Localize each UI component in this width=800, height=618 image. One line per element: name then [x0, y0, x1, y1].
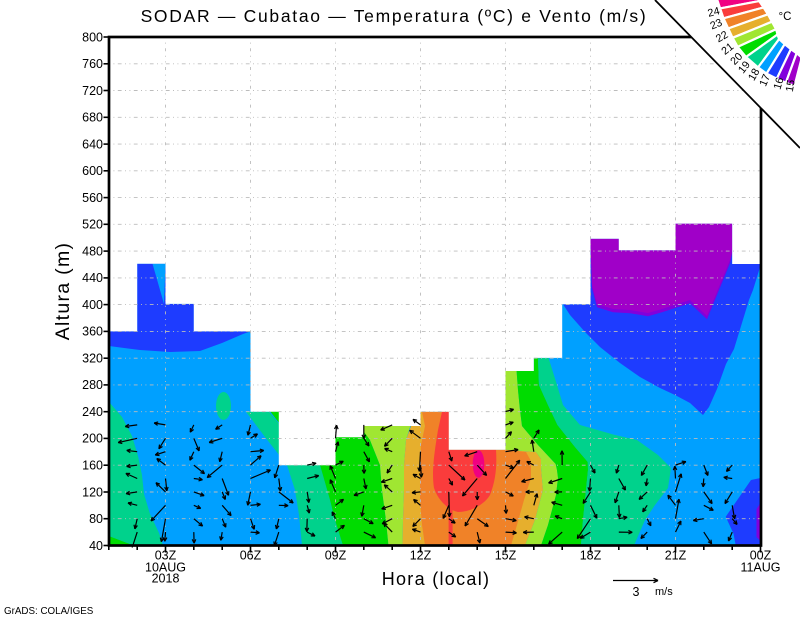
- svg-text:m/s: m/s: [655, 586, 673, 598]
- svg-text:21Z: 21Z: [665, 549, 687, 563]
- svg-text:40: 40: [89, 539, 103, 553]
- svg-text:15: 15: [784, 79, 798, 93]
- svg-text:°C: °C: [779, 11, 792, 23]
- svg-text:360: 360: [82, 325, 103, 339]
- svg-text:12Z: 12Z: [410, 549, 432, 563]
- svg-text:18: 18: [746, 67, 762, 83]
- svg-text:19: 19: [736, 59, 753, 76]
- svg-text:Hora (local): Hora (local): [382, 569, 491, 589]
- svg-text:640: 640: [82, 137, 103, 151]
- svg-text:120: 120: [82, 485, 103, 499]
- svg-text:600: 600: [82, 164, 103, 178]
- svg-text:24: 24: [707, 5, 722, 20]
- svg-text:00Z: 00Z: [750, 549, 772, 563]
- svg-text:520: 520: [82, 218, 103, 232]
- svg-text:20: 20: [728, 51, 745, 68]
- svg-text:23: 23: [708, 17, 724, 33]
- svg-text:480: 480: [82, 244, 103, 258]
- svg-text:10AUG: 10AUG: [145, 561, 186, 575]
- svg-text:SODAR — Cubatao — Temperatura: SODAR — Cubatao — Temperatura (ºC) e Ven…: [141, 6, 648, 26]
- svg-text:760: 760: [82, 57, 103, 71]
- svg-text:2018: 2018: [152, 572, 180, 586]
- svg-text:240: 240: [82, 405, 103, 419]
- svg-text:11AUG: 11AUG: [740, 561, 780, 575]
- svg-text:GrADS: COLA/IGES: GrADS: COLA/IGES: [4, 606, 94, 617]
- svg-text:80: 80: [89, 512, 103, 526]
- svg-text:21: 21: [719, 41, 736, 58]
- svg-text:720: 720: [82, 84, 103, 98]
- svg-text:3: 3: [633, 585, 640, 599]
- svg-text:22: 22: [714, 29, 730, 45]
- svg-text:160: 160: [82, 459, 103, 473]
- svg-text:680: 680: [82, 111, 103, 125]
- svg-text:03Z: 03Z: [155, 549, 177, 563]
- svg-text:09Z: 09Z: [325, 549, 347, 563]
- svg-text:280: 280: [82, 378, 103, 392]
- svg-text:560: 560: [82, 191, 103, 205]
- svg-text:Altura (m): Altura (m): [52, 242, 74, 341]
- svg-text:440: 440: [82, 271, 103, 285]
- svg-text:18Z: 18Z: [580, 549, 602, 563]
- svg-text:15Z: 15Z: [495, 549, 517, 563]
- svg-text:06Z: 06Z: [240, 549, 262, 563]
- svg-text:320: 320: [82, 352, 103, 366]
- svg-text:17: 17: [757, 73, 773, 89]
- svg-text:400: 400: [82, 298, 103, 312]
- svg-text:200: 200: [82, 432, 103, 446]
- svg-text:800: 800: [82, 30, 103, 44]
- svg-text:16: 16: [772, 76, 787, 91]
